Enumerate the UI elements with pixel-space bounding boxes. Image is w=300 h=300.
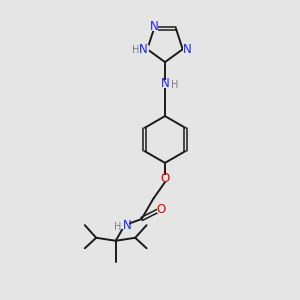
Text: N: N <box>182 43 191 56</box>
Text: H: H <box>171 80 178 90</box>
FancyBboxPatch shape <box>157 206 165 213</box>
Text: N: N <box>123 219 131 232</box>
Text: H: H <box>114 222 122 232</box>
FancyBboxPatch shape <box>117 221 130 229</box>
FancyBboxPatch shape <box>136 45 149 53</box>
FancyBboxPatch shape <box>163 80 177 88</box>
Text: N: N <box>150 20 158 33</box>
Text: N: N <box>138 43 147 56</box>
Text: O: O <box>157 203 166 216</box>
Text: N: N <box>160 77 169 90</box>
Text: O: O <box>160 172 169 185</box>
FancyBboxPatch shape <box>183 45 191 53</box>
Text: H: H <box>132 45 139 56</box>
FancyBboxPatch shape <box>161 175 169 182</box>
FancyBboxPatch shape <box>150 23 158 31</box>
